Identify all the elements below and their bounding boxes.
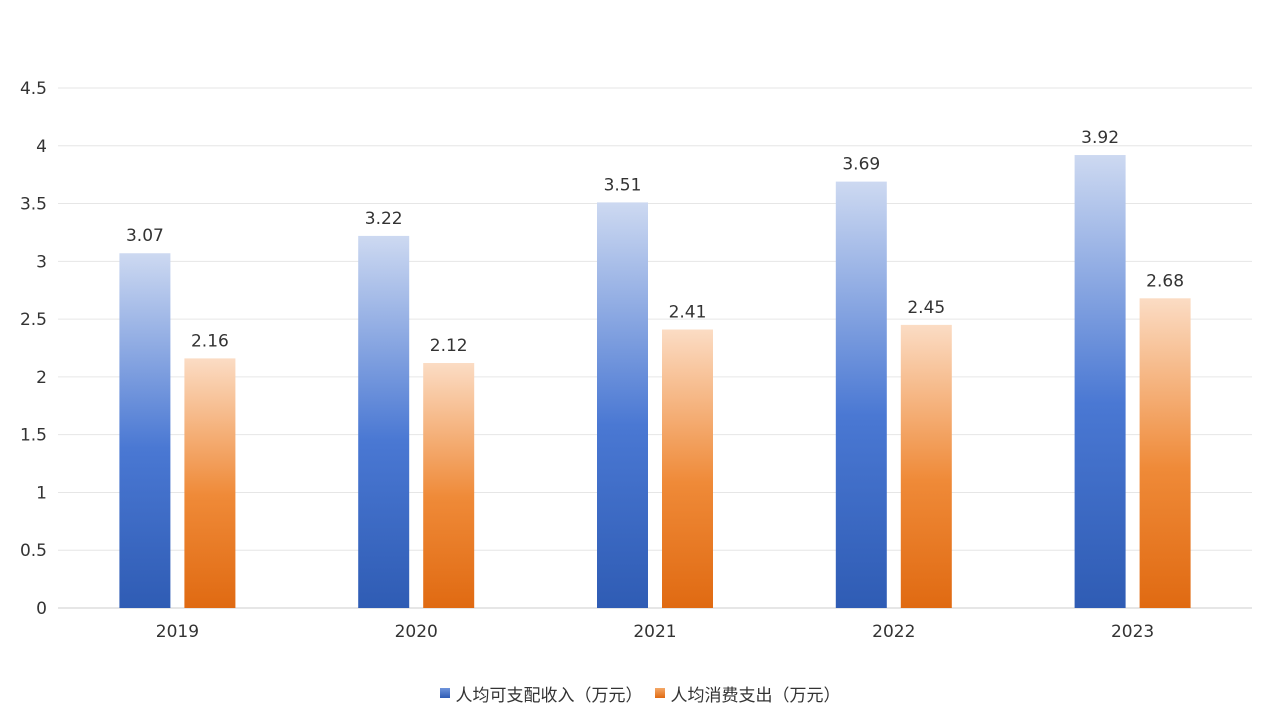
bar-income[interactable] [1074, 155, 1126, 608]
y-tick-label: 1 [36, 483, 47, 503]
x-tick-label: 2021 [633, 622, 676, 642]
y-tick-label: 3.5 [20, 195, 47, 215]
bar-spending[interactable] [1139, 298, 1191, 608]
y-tick-label: 2 [36, 368, 47, 388]
data-label: 2.16 [191, 331, 229, 351]
bar-spending[interactable] [184, 358, 236, 608]
chart-plot: 0 0.5 1 1.5 2 2.5 3 3.5 4 4.5 3.07 2.16 2019 3.22 2.12… [20, 79, 1252, 642]
legend-label-spending: 人均消费支出（万元） [670, 685, 841, 706]
y-tick-label: 4.5 [20, 79, 47, 99]
data-label: 3.69 [842, 155, 880, 175]
bar-spending[interactable] [423, 363, 475, 608]
x-tick-label: 2019 [156, 622, 199, 642]
bar-income[interactable] [835, 181, 887, 608]
legend-swatch-income [439, 688, 450, 698]
data-label: 3.92 [1081, 128, 1119, 148]
bar-income[interactable] [597, 202, 648, 608]
y-tick-label: 1.5 [20, 426, 47, 446]
data-label: 2.41 [669, 303, 707, 323]
bar-income[interactable] [119, 253, 171, 608]
legend-item-spending[interactable]: 人均消费支出（万元） [654, 681, 841, 706]
data-label: 3.22 [365, 209, 403, 229]
bar-income[interactable] [358, 235, 410, 608]
legend-item-income[interactable]: 人均可支配收入（万元） [439, 681, 643, 706]
data-label: 2.12 [430, 336, 468, 356]
legend: 人均可支配收入（万元） 人均消费支出（万元） [0, 681, 1280, 706]
data-label: 2.68 [1146, 271, 1184, 291]
legend-label-income: 人均可支配收入（万元） [455, 685, 643, 706]
x-tick-label: 2023 [1111, 622, 1154, 642]
y-tick-label: 4 [36, 137, 47, 157]
x-tick-label: 2020 [395, 622, 438, 642]
bar-spending[interactable] [662, 329, 713, 608]
data-label: 3.51 [604, 175, 642, 195]
data-label: 2.45 [907, 298, 945, 318]
legend-swatch-spending [654, 688, 665, 698]
y-tick-label: 3 [36, 252, 47, 272]
x-tick-label: 2022 [872, 622, 915, 642]
y-tick-label: 0 [36, 599, 47, 619]
data-label: 3.07 [126, 226, 164, 246]
y-tick-label: 2.5 [20, 310, 47, 330]
bar-spending[interactable] [900, 324, 952, 608]
y-tick-label: 0.5 [20, 541, 47, 561]
